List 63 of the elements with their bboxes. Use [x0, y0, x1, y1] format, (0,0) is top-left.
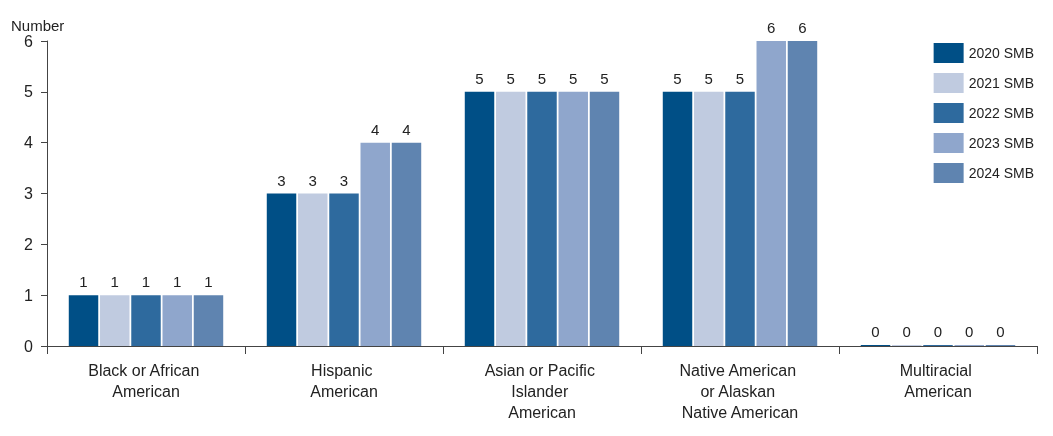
data-label: 5 — [600, 69, 609, 87]
bar — [391, 142, 422, 346]
data-label: 0 — [996, 323, 1005, 340]
bar — [725, 91, 755, 346]
y-tick-label: 6 — [24, 32, 34, 50]
y-tick-label: 1 — [24, 286, 34, 304]
data-label: 1 — [141, 273, 151, 291]
bar — [162, 295, 192, 346]
y-tick-label: 0 — [24, 337, 34, 355]
legend-label: 2021 SMB — [968, 75, 1034, 91]
legend-label: 2022 SMB — [968, 105, 1034, 121]
bar — [787, 41, 818, 346]
y-tick-label: 5 — [24, 83, 34, 101]
bar — [694, 91, 724, 346]
data-label: 5 — [735, 69, 745, 87]
bar — [100, 295, 130, 346]
bar — [589, 91, 620, 346]
data-label: 0 — [933, 323, 943, 340]
data-label: 4 — [402, 120, 411, 138]
data-label: 0 — [902, 323, 911, 340]
bar — [68, 295, 99, 346]
bar — [527, 91, 557, 346]
data-label: 5 — [673, 69, 682, 87]
data-label: 5 — [537, 69, 547, 87]
data-label: 1 — [204, 273, 213, 291]
legend-label: 2020 SMB — [968, 45, 1034, 61]
bar — [298, 193, 328, 346]
data-label: 6 — [767, 19, 776, 36]
bar — [193, 295, 224, 346]
y-tick-label: 3 — [24, 185, 34, 202]
bar — [464, 91, 495, 346]
x-tick-label: Hispanic American — [310, 362, 378, 400]
y-tick-label: 4 — [24, 134, 34, 152]
bar — [662, 91, 693, 346]
data-label: 1 — [79, 273, 88, 291]
data-label: 3 — [277, 171, 286, 189]
bar — [266, 193, 297, 346]
bar — [496, 91, 526, 346]
data-label: 5 — [704, 69, 713, 87]
data-label: 1 — [173, 273, 182, 291]
legend-label: 2023 SMB — [968, 135, 1034, 151]
data-label: 0 — [965, 323, 974, 340]
x-tick-label: Asian or Pacific Islander American — [484, 362, 600, 421]
data-label: 5 — [569, 69, 578, 87]
data-label: 5 — [475, 69, 484, 87]
legend-label: 2024 SMB — [968, 165, 1034, 181]
data-label: 3 — [339, 171, 349, 189]
data-label: 0 — [871, 323, 880, 340]
data-label: 3 — [308, 171, 317, 189]
y-tick-label: 2 — [24, 235, 34, 253]
data-label: 4 — [371, 120, 380, 138]
data-label: 5 — [506, 69, 515, 87]
x-tick-label: Multiracial American — [899, 362, 977, 400]
bar — [756, 41, 786, 346]
data-label: 1 — [110, 273, 119, 291]
y-axis-title: Number — [11, 17, 65, 34]
bar — [360, 142, 390, 346]
bar — [131, 295, 161, 346]
bar — [329, 193, 359, 346]
x-tick-label: Black or African American — [88, 362, 204, 400]
data-label: 6 — [798, 19, 807, 36]
x-tick-label: Native American or Alaskan Native American — [679, 362, 801, 421]
bar — [558, 91, 588, 346]
